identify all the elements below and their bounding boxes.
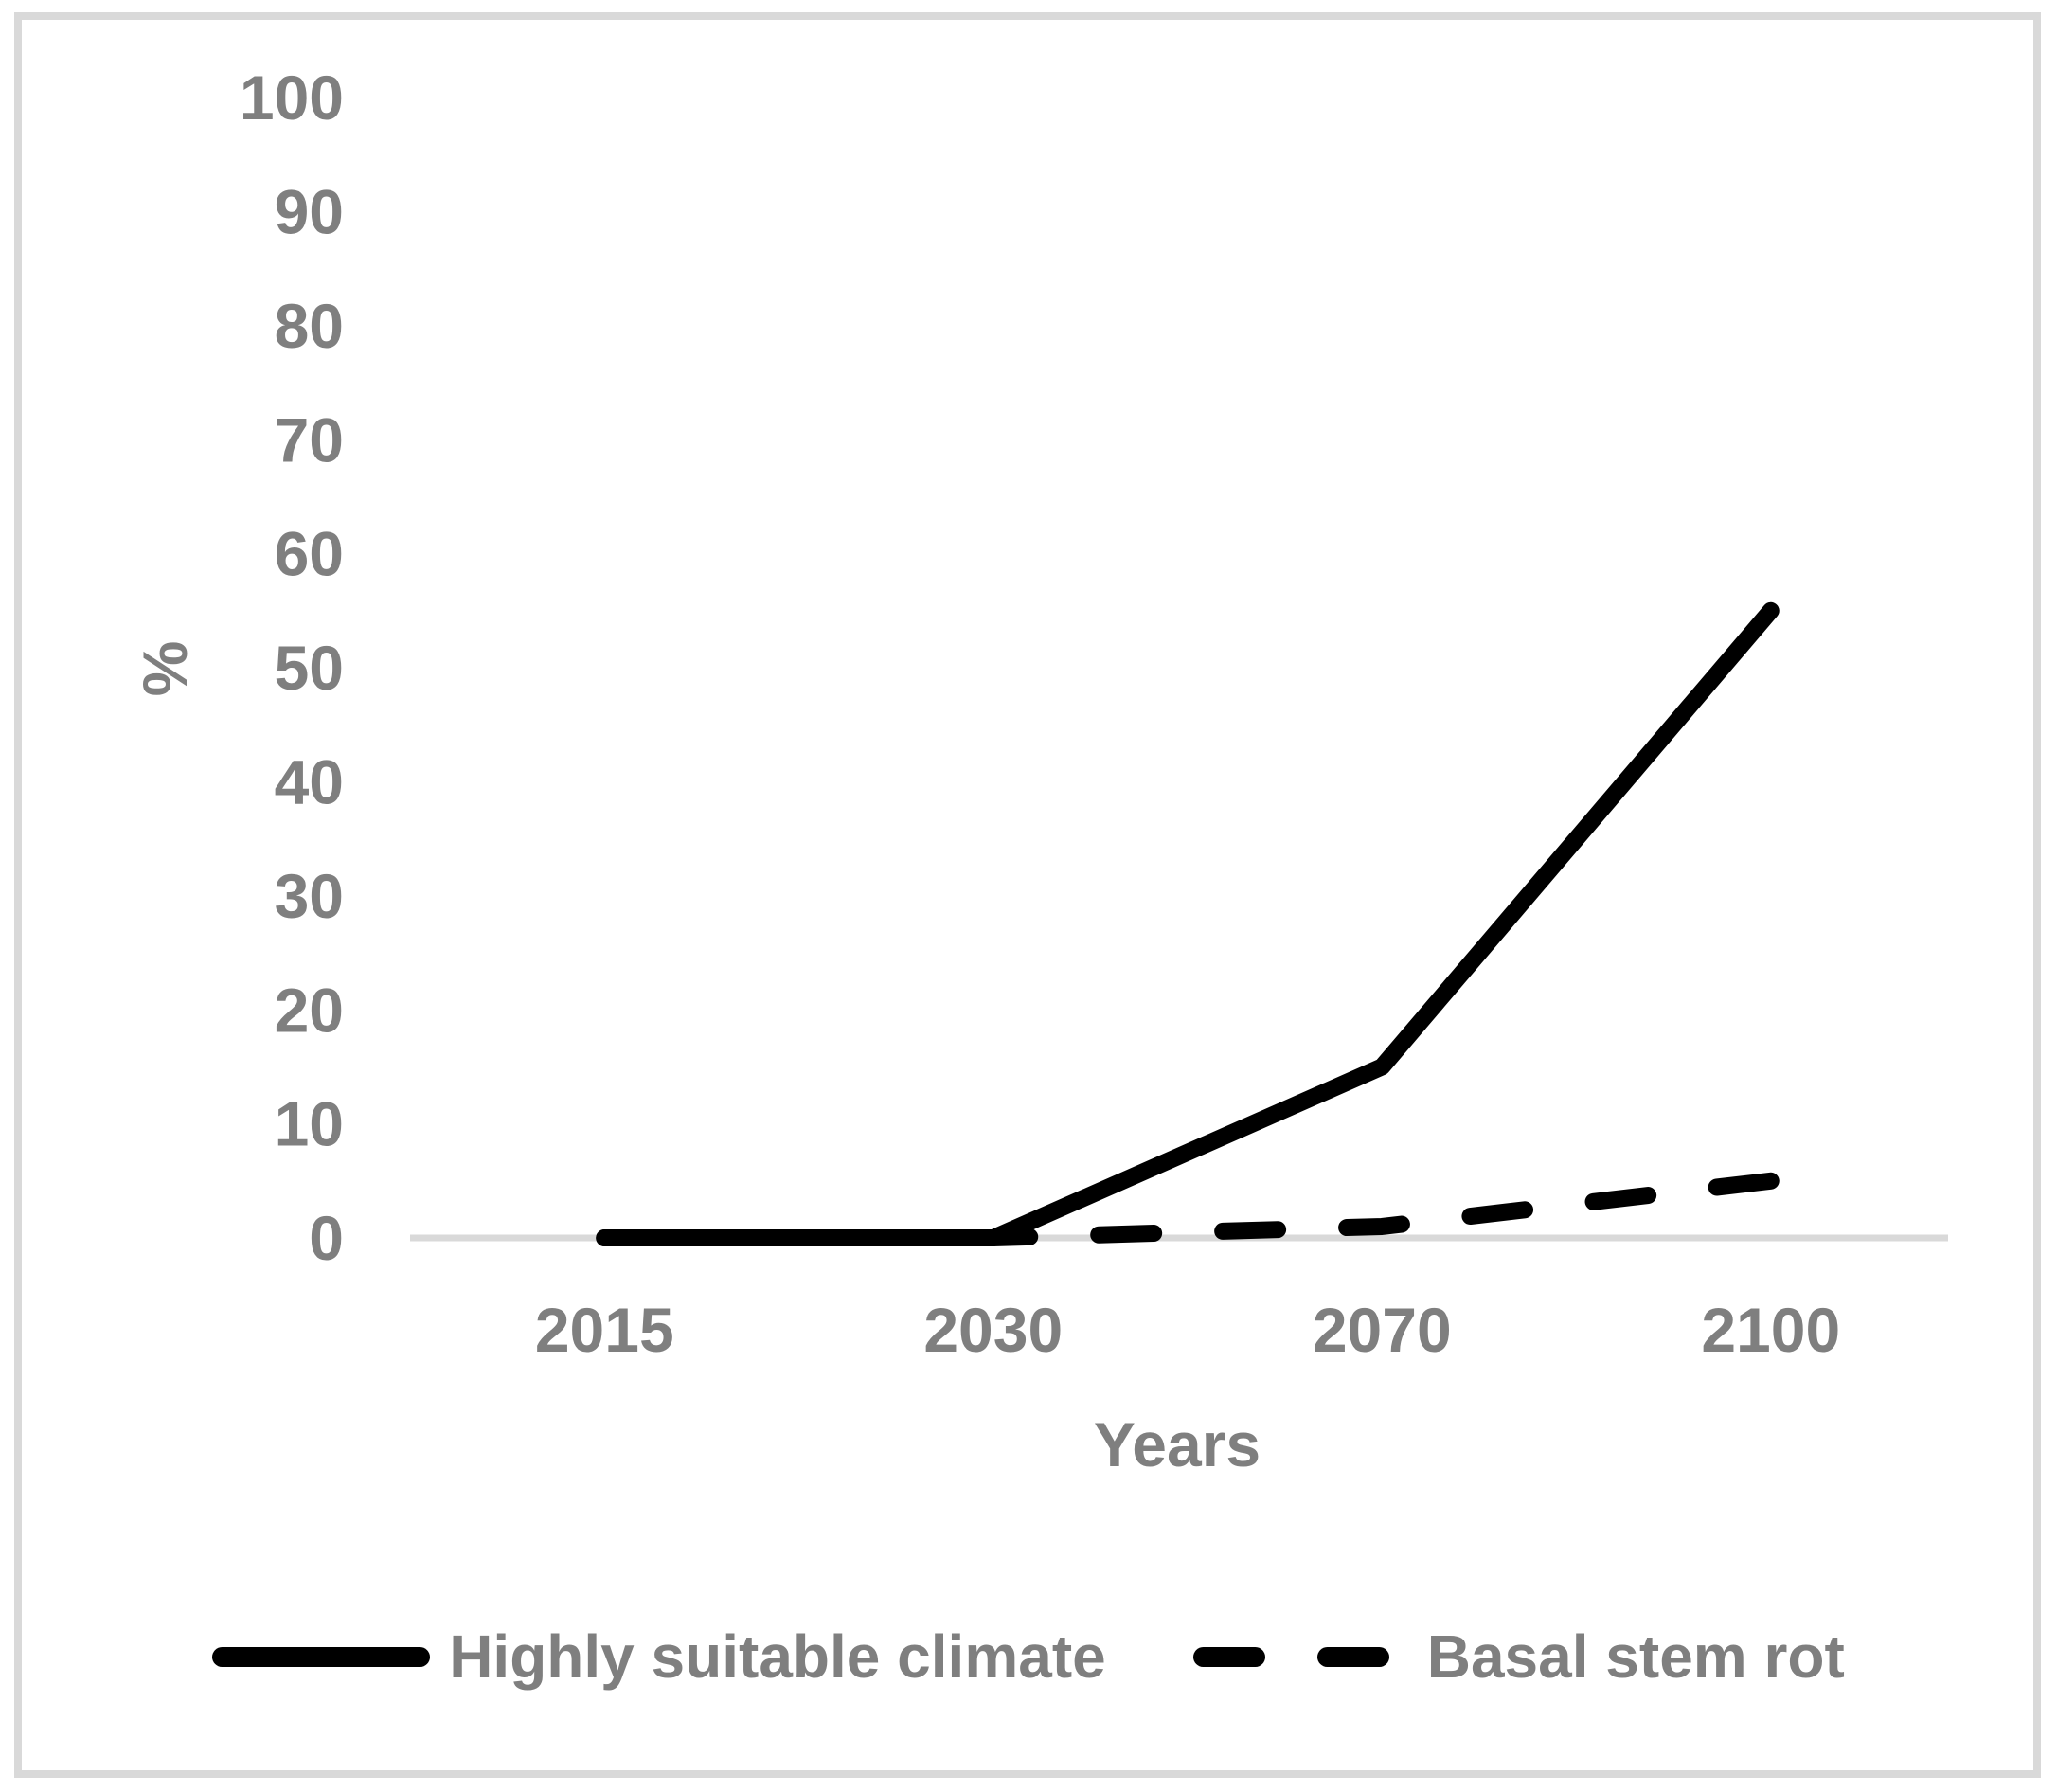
y-tick-label: 0	[309, 1203, 344, 1273]
y-tick-label: 90	[275, 177, 344, 247]
legend-entry-highly-suitable-climate: Highly suitable climate	[212, 1622, 1106, 1692]
legend-entry-basal-stem-rot: Basal stem rot	[1192, 1622, 1845, 1692]
y-tick-label: 20	[275, 975, 344, 1045]
y-tick-label: 30	[275, 861, 344, 931]
series-line-basal-stem-rot	[596, 1172, 1780, 1246]
series-line-highly-suitable-climate	[596, 601, 1780, 1246]
y-tick-label: 40	[275, 747, 344, 817]
legend-label-highly-suitable-climate: Highly suitable climate	[449, 1622, 1106, 1691]
x-tick-label: 2100	[1701, 1295, 1840, 1365]
y-tick-label: 70	[275, 404, 344, 475]
legend-dash-segment	[1192, 1646, 1265, 1667]
legend-dashed-line-swatch	[1192, 1646, 1389, 1667]
x-tick-label: 2015	[535, 1295, 674, 1365]
y-tick-label: 60	[275, 519, 344, 589]
y-tick-label: 80	[275, 291, 344, 361]
x-tick-label: 2070	[1313, 1295, 1452, 1365]
legend-solid-line-swatch	[212, 1646, 431, 1667]
y-tick-label: 10	[275, 1089, 344, 1159]
y-tick-label: 50	[275, 633, 344, 703]
x-tick-label: 2030	[923, 1295, 1063, 1365]
legend-dash-segment	[1316, 1646, 1389, 1667]
legend: Highly suitable climate Basal stem rot	[0, 1622, 2057, 1692]
y-axis-title: %	[130, 641, 200, 697]
x-axis-title: Years	[1094, 1409, 1261, 1479]
y-tick-label: 100	[240, 63, 344, 133]
legend-label-basal-stem-rot: Basal stem rot	[1426, 1622, 1845, 1691]
